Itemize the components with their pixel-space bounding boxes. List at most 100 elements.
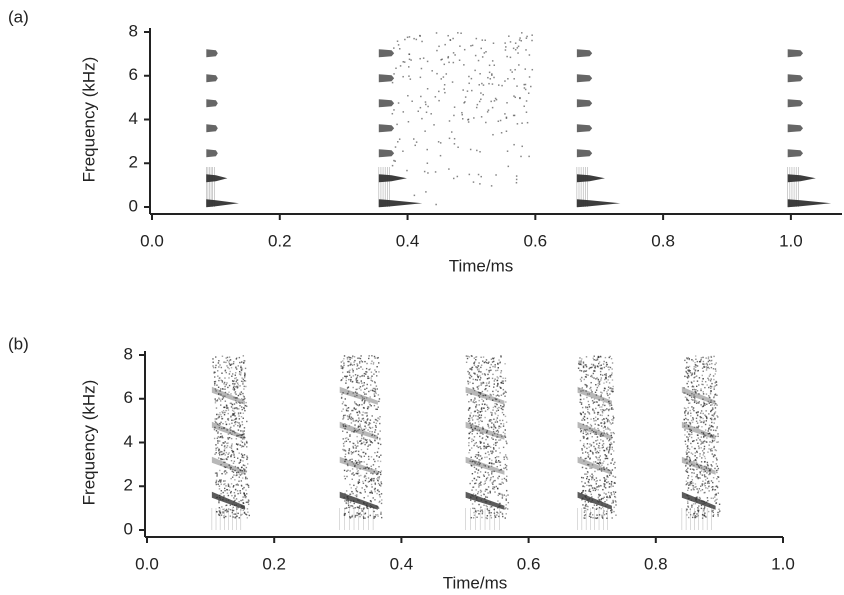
noise-dot: [378, 406, 379, 407]
noise-dot: [367, 384, 368, 385]
noise-dot: [361, 508, 362, 509]
noise-dot: [237, 513, 238, 514]
noise-dot: [699, 455, 700, 456]
noise-dot: [524, 87, 526, 89]
noise-dot: [419, 58, 421, 60]
noise-dot: [692, 517, 693, 518]
noise-dot: [716, 472, 717, 473]
noise-dot: [226, 505, 227, 506]
noise-dot: [606, 455, 607, 456]
noise-dot: [404, 39, 406, 41]
noise-dot: [344, 500, 345, 501]
noise-dot: [342, 366, 343, 367]
noise-dot: [594, 412, 595, 413]
noise-dot: [599, 462, 600, 463]
noise-dot: [366, 412, 367, 413]
noise-dot: [408, 53, 410, 55]
noise-dot: [603, 443, 604, 444]
noise-dot: [490, 78, 492, 80]
noise-dot: [514, 115, 516, 117]
noise-dot: [586, 438, 587, 439]
noise-dot: [352, 468, 353, 469]
noise-dot: [487, 472, 488, 473]
noise-dot: [597, 439, 598, 440]
noise-dot: [684, 412, 685, 413]
noise-dot: [694, 376, 695, 377]
noise-dot: [218, 449, 219, 450]
noise-dot: [696, 496, 697, 497]
noise-dot: [361, 438, 362, 439]
noise-dot: [212, 362, 213, 363]
noise-dot: [709, 397, 710, 398]
noise-dot: [360, 386, 361, 387]
noise-dot: [704, 507, 705, 508]
noise-dot: [686, 372, 687, 373]
noise-dot: [396, 124, 398, 126]
noise-dot: [482, 360, 483, 361]
noise-dot: [495, 364, 496, 365]
noise-dot: [702, 418, 703, 419]
noise-dot: [216, 480, 217, 481]
noise-dot: [476, 445, 477, 446]
noise-dot: [359, 361, 360, 362]
noise-dot: [493, 386, 494, 387]
noise-dot: [600, 459, 601, 460]
noise-dot: [245, 386, 246, 387]
noise-dot: [686, 422, 687, 423]
noise-dot: [222, 388, 223, 389]
noise-dot: [703, 483, 704, 484]
noise-dot: [604, 423, 605, 424]
noise-dot: [580, 440, 581, 441]
noise-dot: [494, 383, 495, 384]
noise-dot: [371, 486, 372, 487]
noise-dot: [714, 440, 715, 441]
noise-dot: [359, 516, 360, 517]
noise-dot: [467, 358, 468, 359]
noise-dot: [587, 407, 588, 408]
noise-dot: [421, 68, 423, 70]
noise-dot: [224, 412, 225, 413]
noise-dot: [492, 450, 493, 451]
noise-dot: [447, 35, 449, 37]
noise-dot: [373, 478, 374, 479]
noise-dot: [246, 456, 247, 457]
noise-dot: [489, 370, 490, 371]
noise-dot: [493, 444, 494, 445]
noise-dot: [704, 414, 705, 415]
noise-dot: [603, 510, 604, 511]
noise-dot: [362, 414, 363, 415]
noise-dot: [603, 427, 604, 428]
noise-dot: [402, 76, 404, 78]
noise-dot: [593, 364, 594, 365]
noise-dot: [452, 38, 454, 40]
noise-dot: [684, 411, 685, 412]
noise-dot: [592, 453, 593, 454]
noise-dot: [688, 412, 689, 413]
noise-dot: [706, 472, 707, 473]
harmonic: [577, 124, 592, 132]
noise-dot: [495, 406, 496, 407]
noise-dot: [711, 357, 712, 358]
noise-dot: [480, 490, 481, 491]
noise-dot: [221, 416, 222, 417]
noise-dot: [476, 419, 477, 420]
noise-dot: [587, 452, 588, 453]
noise-dot: [494, 100, 496, 102]
noise-dot: [493, 448, 494, 449]
noise-dot: [350, 380, 351, 381]
noise-dot: [494, 403, 495, 404]
noise-dot: [230, 478, 231, 479]
noise-dot: [475, 407, 476, 408]
noise-dot: [505, 416, 506, 417]
noise-dot: [471, 489, 472, 490]
noise-dot: [715, 411, 716, 412]
noise-dot: [363, 385, 364, 386]
noise-dot: [601, 499, 602, 500]
noise-dot: [221, 444, 222, 445]
noise-dot: [598, 494, 599, 495]
noise-dot: [604, 379, 605, 380]
noise-dot: [713, 419, 714, 420]
noise-dot: [468, 433, 469, 434]
noise-dot: [699, 420, 700, 421]
noise-dot: [499, 426, 500, 427]
